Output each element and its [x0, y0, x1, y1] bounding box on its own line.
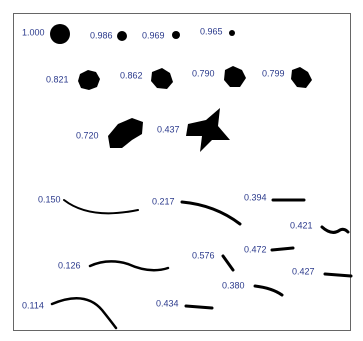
- label: 0.862: [120, 70, 143, 80]
- label: 0.965: [200, 26, 223, 36]
- label: 0.421: [290, 220, 313, 230]
- label: 0.790: [192, 68, 215, 78]
- label: 0.126: [58, 260, 81, 270]
- label: 0.217: [152, 196, 175, 206]
- frame: [14, 14, 351, 331]
- label: 0.434: [156, 298, 179, 308]
- shape: [50, 24, 70, 44]
- label: 0.472: [244, 244, 267, 254]
- label: 0.394: [244, 192, 267, 202]
- label: 0.380: [222, 280, 245, 290]
- label: 0.821: [46, 74, 69, 84]
- shape: [151, 68, 173, 89]
- label: 0.969: [142, 30, 165, 40]
- shape: [186, 306, 212, 308]
- shape: [272, 248, 293, 250]
- shape: [223, 256, 233, 270]
- label: 0.150: [38, 194, 61, 204]
- shape: [52, 298, 116, 328]
- shape: [186, 108, 230, 152]
- shape: [117, 31, 127, 41]
- label: 0.720: [76, 130, 99, 140]
- label: 0.437: [157, 124, 180, 134]
- figure: 1.000 0.986 0.969 0.965 0.821 0.862 0.79…: [0, 0, 363, 341]
- shape: [229, 30, 235, 36]
- shape: [108, 118, 143, 148]
- shape: [291, 67, 312, 88]
- shape: [182, 202, 240, 224]
- shape: [255, 286, 282, 295]
- shape: [64, 200, 138, 213]
- shape: [322, 227, 348, 232]
- label: 0.799: [262, 68, 285, 78]
- shape: [90, 261, 168, 270]
- label: 0.427: [292, 266, 315, 276]
- label: 1.000: [22, 27, 45, 37]
- label: 0.576: [192, 250, 215, 260]
- shape: [172, 31, 180, 39]
- shape: [224, 66, 246, 87]
- shape: [325, 274, 351, 276]
- label: 0.986: [90, 30, 113, 40]
- shape: [78, 70, 100, 90]
- label: 0.114: [22, 300, 44, 310]
